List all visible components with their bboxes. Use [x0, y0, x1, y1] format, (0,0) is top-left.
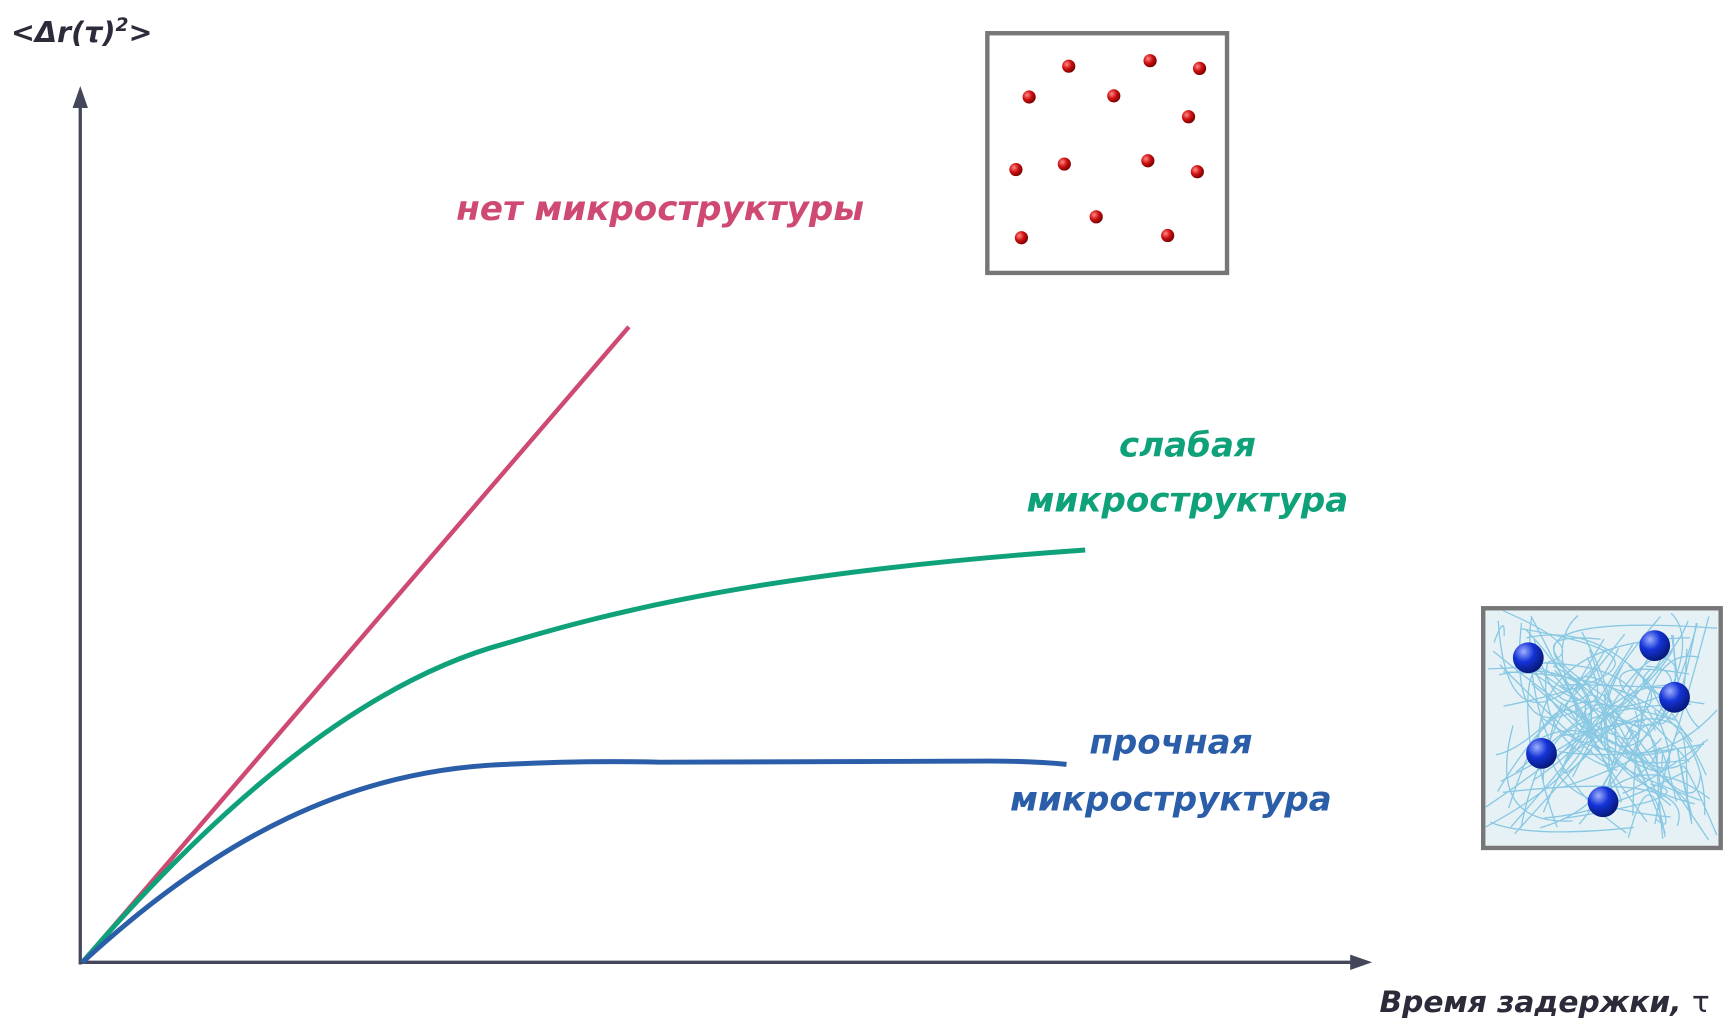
label-strong: прочная микроструктура [1010, 722, 1332, 819]
label-line: прочная [1089, 722, 1252, 762]
diagram: <Δr(τ)2> Время задержки, τ нет микростру… [0, 0, 1724, 1023]
x-label-text: Время задержки, [1380, 984, 1682, 1019]
label-none: нет микроструктуры [456, 189, 864, 229]
inset-free [987, 33, 1227, 273]
label-line: микроструктура [1027, 481, 1349, 521]
y-arrow [73, 86, 88, 108]
label-weak: слабая микроструктура [1027, 426, 1349, 521]
label-line: микроструктура [1010, 780, 1332, 820]
label-line: нет микроструктуры [456, 189, 864, 229]
curve-none [82, 327, 628, 963]
y-label-base: <Δr(τ) [11, 15, 116, 49]
curve-weak [82, 550, 1085, 962]
x-arrow [1350, 955, 1372, 970]
y-label-end: > [129, 15, 153, 49]
y-label-sup: 2 [116, 15, 129, 36]
y-axis-label: <Δr(τ)2> [11, 15, 153, 49]
inset-network [1483, 608, 1720, 848]
x-axis-label: Время задержки, τ [1380, 984, 1710, 1019]
label-line: слабая [1119, 426, 1256, 466]
x-label-symbol: τ [1692, 984, 1710, 1019]
